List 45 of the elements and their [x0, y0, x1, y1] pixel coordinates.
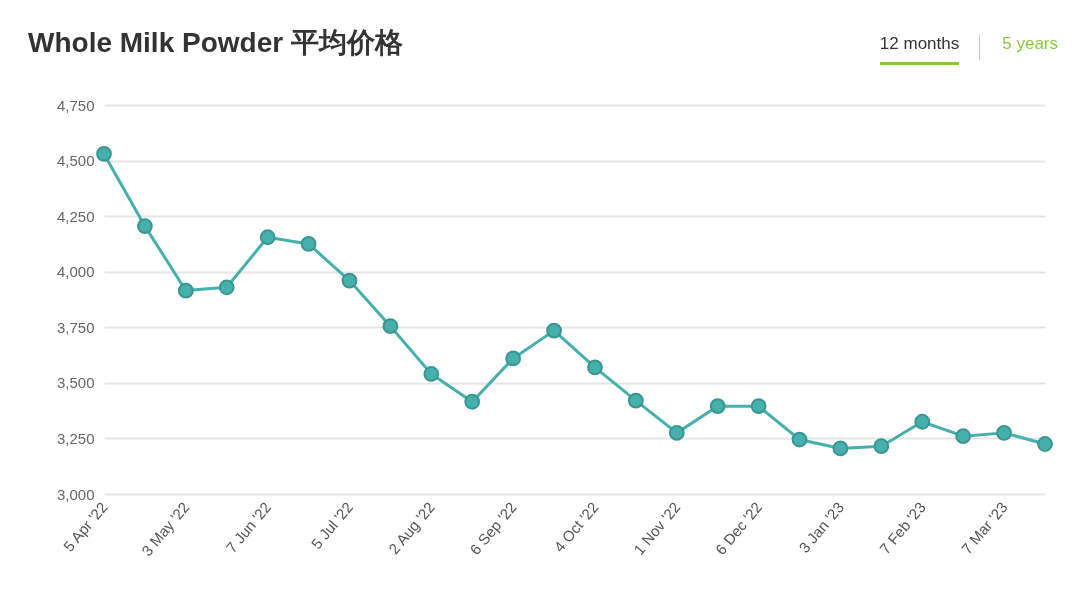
point: [832, 440, 849, 457]
y-tick-label: 4,000: [56, 263, 95, 281]
point: [177, 282, 194, 299]
point: [1037, 436, 1053, 452]
y-tick-label: 3,000: [56, 485, 95, 503]
point: [709, 398, 726, 415]
y-tick-label: 4,250: [56, 207, 95, 225]
x-tick-label: 3 Jan '23: [795, 498, 848, 556]
point: [914, 413, 931, 430]
point: [750, 398, 767, 415]
point: [137, 218, 153, 235]
point: [423, 366, 440, 382]
point: [955, 428, 972, 445]
point: [341, 272, 358, 289]
point: [546, 322, 562, 339]
x-tick-label: 6 Dec '22: [711, 498, 766, 558]
y-tick-label: 3,500: [56, 374, 95, 392]
x-tick-label: 7 Jun '22: [222, 498, 275, 556]
chart-title: Whole Milk Powder 平均价格: [28, 26, 403, 60]
point: [505, 350, 522, 367]
point: [218, 279, 235, 296]
point: [259, 229, 276, 246]
x-tick-label: 2 Aug '22: [385, 498, 438, 558]
text: 5 years: [979, 34, 1058, 60]
point: [382, 318, 399, 335]
point: [873, 438, 890, 455]
y-tick-label: 3,750: [56, 318, 95, 336]
point: [627, 392, 644, 409]
y-tick-label: 4,750: [56, 96, 95, 114]
x-tick-label: 4 Oct '22: [550, 498, 602, 556]
point: [96, 146, 112, 162]
x-tick-label: 1 Nov '22: [629, 498, 684, 558]
point: [996, 424, 1012, 441]
x-tick-label: 5 Jul '22: [307, 498, 357, 553]
point: [791, 431, 808, 448]
point: [668, 424, 685, 441]
point: [300, 236, 317, 252]
point: [587, 359, 603, 376]
x-tick-label: 7 Feb '23: [875, 498, 929, 558]
x-tick-label: 7 Mar '23: [957, 498, 1011, 558]
text: 12 months: [879, 34, 960, 65]
x-tick-label: 6 Sep '22: [466, 498, 520, 558]
point: [464, 393, 481, 410]
y-tick-label: 3,250: [56, 429, 95, 447]
y-tick-label: 4,500: [56, 152, 95, 170]
